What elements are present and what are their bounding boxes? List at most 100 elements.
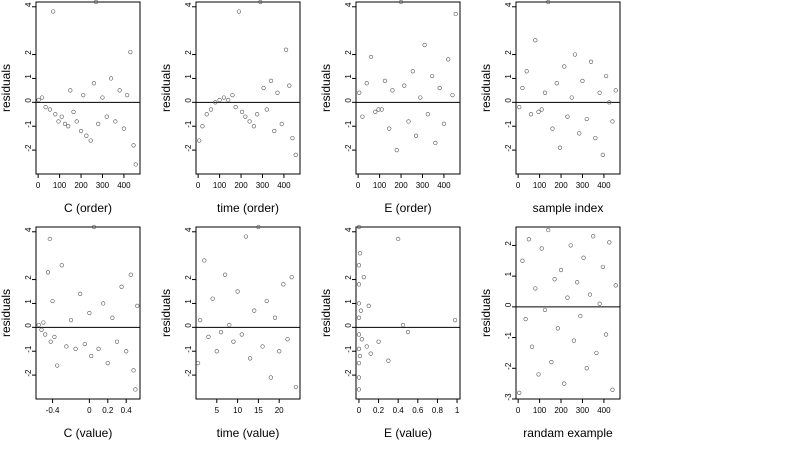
data-point	[517, 390, 522, 395]
y-tick-label: 0	[344, 323, 353, 328]
data-point	[418, 95, 423, 100]
data-point	[546, 0, 551, 5]
data-point	[56, 119, 61, 124]
data-point	[202, 258, 207, 263]
plot-frame	[355, 226, 461, 400]
data-point	[555, 326, 560, 331]
data-point	[131, 368, 136, 373]
x-tick-label: 400	[597, 406, 611, 415]
data-point	[41, 320, 46, 325]
y-tick-label: -1	[24, 345, 33, 353]
data-point	[45, 270, 51, 275]
data-point	[394, 148, 399, 153]
data-point	[406, 119, 411, 124]
data-point	[539, 246, 544, 251]
data-point	[453, 11, 458, 17]
x-tick-label: 0	[516, 181, 521, 190]
data-point	[247, 119, 252, 124]
data-point	[552, 277, 557, 282]
data-point	[235, 289, 240, 294]
data-point	[390, 88, 395, 93]
data-point	[214, 349, 219, 354]
data-point	[133, 162, 138, 167]
data-point	[430, 73, 435, 79]
x-tick-label: 5	[215, 406, 220, 415]
scatter-panel-5: -0.4 0 0.2 0.4 -2 -1 0 1 2 4 C (value) residuals	[0, 224, 141, 440]
data-point	[117, 88, 122, 93]
y-tick-label: -2	[344, 144, 353, 152]
x-tick-label: 0.4	[121, 406, 133, 415]
data-point	[600, 152, 605, 157]
x-tick-label: 400	[277, 181, 291, 190]
data-point	[533, 38, 538, 43]
data-point	[356, 263, 362, 268]
y-tick-label: -2	[184, 369, 193, 377]
data-point	[131, 143, 136, 148]
data-point	[603, 332, 609, 337]
y-tick-label: 0	[184, 98, 193, 103]
data-point	[243, 234, 249, 239]
data-point	[264, 107, 269, 112]
data-point	[68, 318, 74, 323]
data-point	[526, 237, 531, 242]
data-point	[223, 272, 228, 277]
data-point	[379, 107, 384, 112]
data-point	[610, 387, 615, 392]
data-point	[133, 387, 138, 392]
data-point	[520, 258, 525, 263]
data-point	[422, 42, 427, 48]
data-point	[356, 301, 362, 306]
data-point	[571, 338, 576, 343]
data-point	[550, 126, 555, 131]
x-tick-label: 200	[234, 181, 248, 190]
data-point	[356, 315, 362, 320]
data-point	[96, 121, 101, 126]
data-point	[398, 0, 404, 5]
x-tick-label: 400	[437, 181, 451, 190]
x-tick-label: 400	[117, 181, 131, 190]
data-point	[562, 381, 567, 386]
y-tick-label: 4	[184, 227, 193, 232]
data-point	[105, 361, 110, 366]
y-tick-label: 0	[24, 98, 33, 103]
data-point	[387, 126, 392, 131]
data-point	[356, 224, 362, 230]
data-point	[239, 332, 244, 337]
x-tick-label: 100	[533, 181, 547, 190]
data-point	[568, 243, 573, 248]
x-axis-label: C (value)	[64, 426, 113, 440]
data-point	[413, 133, 419, 138]
data-point	[218, 330, 224, 335]
data-point	[584, 366, 589, 371]
data-point	[52, 334, 57, 339]
plot-frame	[515, 1, 621, 175]
data-point	[221, 95, 226, 100]
data-point	[581, 255, 586, 260]
x-axis-label: time (value)	[217, 426, 280, 440]
data-point	[256, 224, 261, 230]
data-point	[210, 296, 215, 301]
data-point	[356, 346, 362, 351]
data-point	[268, 375, 273, 380]
data-point	[597, 90, 602, 95]
data-point	[405, 330, 411, 335]
x-tick-label: 300	[256, 181, 270, 190]
data-point	[584, 116, 589, 122]
x-tick-label: 200	[554, 181, 568, 190]
data-point	[82, 341, 87, 347]
data-point	[536, 109, 541, 114]
data-point	[289, 275, 294, 280]
x-tick-label: 100	[533, 406, 547, 415]
data-point	[87, 310, 92, 316]
data-point	[251, 124, 256, 129]
x-axis-label: C (order)	[64, 201, 112, 215]
data-point	[290, 136, 295, 141]
data-point	[236, 9, 241, 14]
data-point	[200, 124, 205, 129]
data-point	[287, 83, 292, 88]
data-point	[283, 47, 289, 52]
data-point	[197, 138, 202, 143]
data-point	[554, 81, 559, 86]
